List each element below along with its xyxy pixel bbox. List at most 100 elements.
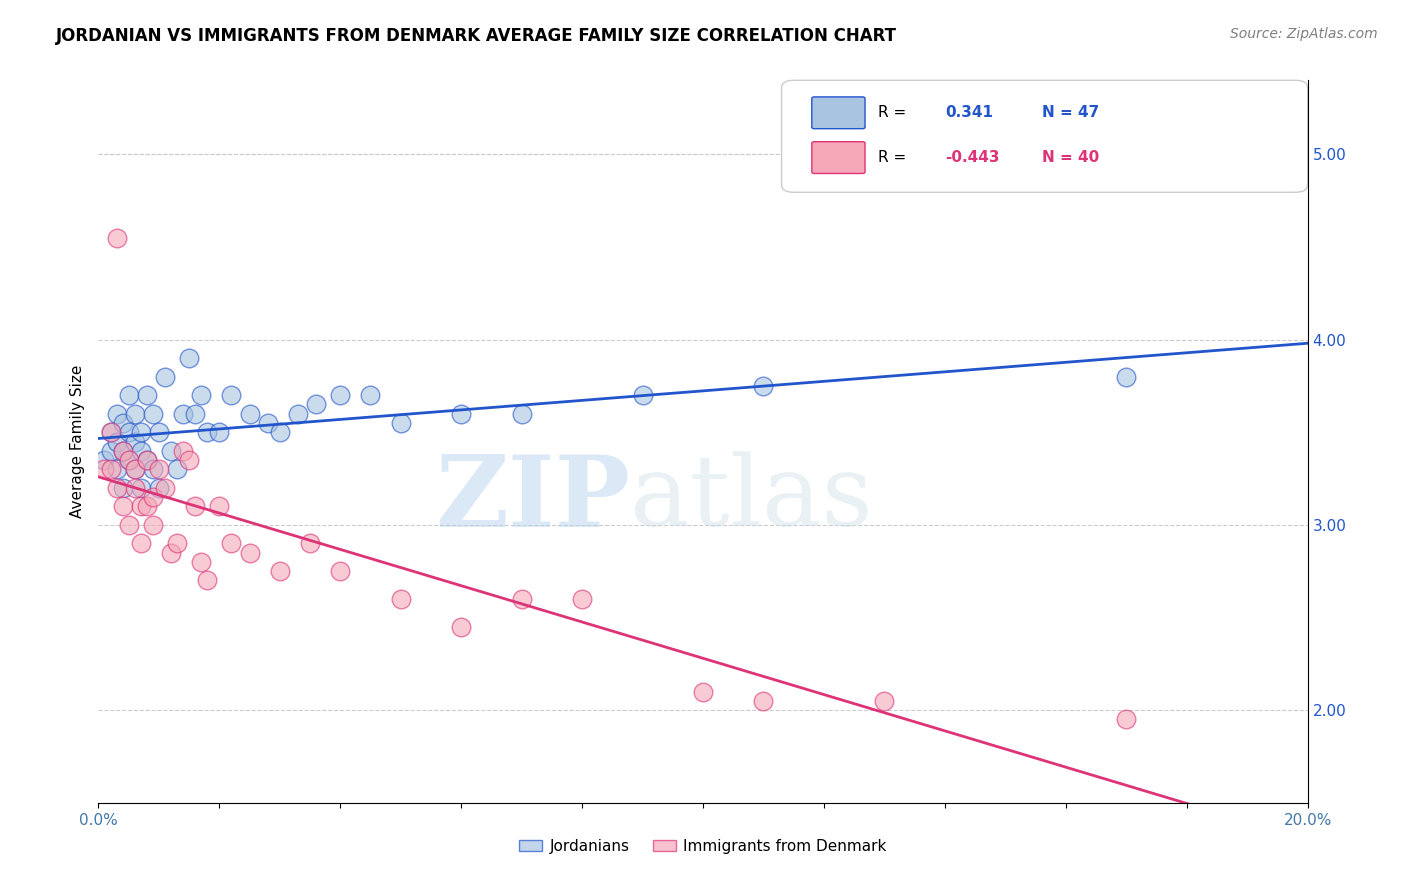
FancyBboxPatch shape xyxy=(782,80,1308,193)
Text: atlas: atlas xyxy=(630,451,873,547)
Point xyxy=(571,592,593,607)
Point xyxy=(752,379,775,393)
Point xyxy=(142,407,165,421)
Point xyxy=(111,443,134,458)
Point xyxy=(129,500,152,514)
Point xyxy=(105,462,128,476)
FancyBboxPatch shape xyxy=(811,142,865,173)
Point xyxy=(256,416,278,430)
Point xyxy=(239,407,262,421)
Point xyxy=(208,425,231,440)
Point xyxy=(135,388,157,402)
Text: R =: R = xyxy=(879,105,907,120)
Point xyxy=(105,407,128,421)
Point xyxy=(166,536,188,550)
Point xyxy=(148,481,170,495)
Point xyxy=(118,517,141,532)
Point xyxy=(287,407,309,421)
Point xyxy=(269,425,291,440)
Point xyxy=(510,407,533,421)
Point xyxy=(153,481,176,495)
Point xyxy=(148,462,170,476)
Point xyxy=(111,481,134,495)
Point xyxy=(100,425,122,440)
Point xyxy=(172,407,194,421)
Point xyxy=(93,453,115,467)
Point xyxy=(129,425,152,440)
Point xyxy=(873,694,896,708)
Point xyxy=(184,500,207,514)
Point xyxy=(124,462,146,476)
Point xyxy=(135,453,157,467)
Point xyxy=(631,388,654,402)
Point xyxy=(190,388,212,402)
Point xyxy=(389,592,412,607)
Point xyxy=(208,500,231,514)
Point xyxy=(111,443,134,458)
Point xyxy=(329,564,352,578)
Point xyxy=(100,443,122,458)
Point xyxy=(118,388,141,402)
Point xyxy=(124,481,146,495)
Point xyxy=(752,694,775,708)
Point xyxy=(166,462,188,476)
FancyBboxPatch shape xyxy=(811,97,865,128)
Point xyxy=(129,536,152,550)
Legend: Jordanians, Immigrants from Denmark: Jordanians, Immigrants from Denmark xyxy=(513,833,893,860)
Point xyxy=(118,453,141,467)
Point xyxy=(221,388,243,402)
Point xyxy=(184,407,207,421)
Point xyxy=(299,536,322,550)
Point xyxy=(111,500,134,514)
Point xyxy=(100,462,122,476)
Text: 0.341: 0.341 xyxy=(945,105,993,120)
Point xyxy=(124,462,146,476)
Point xyxy=(269,564,291,578)
Point xyxy=(329,388,352,402)
Text: JORDANIAN VS IMMIGRANTS FROM DENMARK AVERAGE FAMILY SIZE CORRELATION CHART: JORDANIAN VS IMMIGRANTS FROM DENMARK AVE… xyxy=(56,27,897,45)
Point xyxy=(100,425,122,440)
Point xyxy=(160,443,183,458)
Point xyxy=(118,425,141,440)
Point xyxy=(1115,369,1137,384)
Point xyxy=(510,592,533,607)
Point xyxy=(221,536,243,550)
Point xyxy=(1115,713,1137,727)
Point xyxy=(142,462,165,476)
Point xyxy=(105,231,128,245)
Point xyxy=(172,443,194,458)
Point xyxy=(160,546,183,560)
Point xyxy=(305,397,328,411)
Point xyxy=(129,443,152,458)
Text: R =: R = xyxy=(879,150,907,165)
Point xyxy=(142,490,165,504)
Point xyxy=(118,453,141,467)
Point xyxy=(389,416,412,430)
Point xyxy=(195,425,218,440)
Text: Source: ZipAtlas.com: Source: ZipAtlas.com xyxy=(1230,27,1378,41)
Text: ZIP: ZIP xyxy=(436,450,630,548)
Point xyxy=(124,407,146,421)
Point xyxy=(124,434,146,449)
Point xyxy=(692,684,714,698)
Point xyxy=(142,517,165,532)
Point xyxy=(148,425,170,440)
Point xyxy=(135,453,157,467)
Text: N = 47: N = 47 xyxy=(1042,105,1099,120)
Point xyxy=(105,434,128,449)
Point xyxy=(179,351,201,366)
Point xyxy=(190,555,212,569)
Point xyxy=(450,407,472,421)
Point xyxy=(129,481,152,495)
Point xyxy=(179,453,201,467)
Point xyxy=(360,388,382,402)
Point xyxy=(239,546,262,560)
Point xyxy=(153,369,176,384)
Y-axis label: Average Family Size: Average Family Size xyxy=(69,365,84,518)
Point xyxy=(195,574,218,588)
Point xyxy=(450,620,472,634)
Point xyxy=(93,462,115,476)
Point xyxy=(105,481,128,495)
Text: -0.443: -0.443 xyxy=(945,150,1000,165)
Point xyxy=(111,416,134,430)
